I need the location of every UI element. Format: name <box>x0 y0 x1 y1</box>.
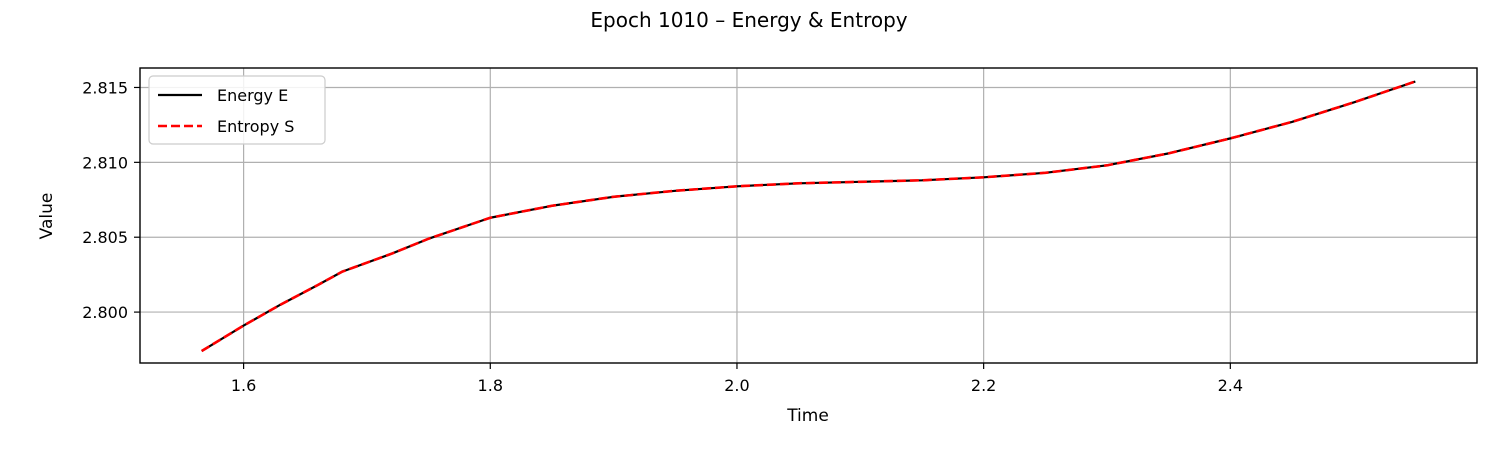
y-tick-label: 2.800 <box>82 303 128 322</box>
x-axis-ticks: 1.6 1.8 2.0 2.2 2.4 <box>231 363 1243 395</box>
grid <box>140 68 1477 363</box>
y-tick-label: 2.810 <box>82 153 128 172</box>
legend-label-energy: Energy E <box>217 86 288 105</box>
y-tick-label: 2.805 <box>82 228 128 247</box>
x-axis-label: Time <box>786 406 829 426</box>
y-axis-ticks: 2.800 2.805 2.810 2.815 <box>82 78 140 322</box>
x-tick-label: 2.0 <box>724 376 749 395</box>
x-tick-label: 1.8 <box>478 376 503 395</box>
series-line-entropy-s <box>200 80 1416 353</box>
series-group <box>200 80 1416 353</box>
legend-label-entropy: Entropy S <box>217 117 294 136</box>
y-axis-label: Value <box>37 193 57 240</box>
series-line-energy-e <box>201 80 1416 352</box>
legend: Energy E Entropy S <box>148 75 326 145</box>
x-tick-label: 2.4 <box>1218 376 1243 395</box>
x-tick-label: 1.6 <box>231 376 256 395</box>
y-tick-label: 2.815 <box>82 78 128 97</box>
plot-frame <box>139 67 1478 364</box>
x-tick-label: 2.2 <box>971 376 996 395</box>
chart-title: Epoch 1010 – Energy & Entropy <box>590 8 907 32</box>
